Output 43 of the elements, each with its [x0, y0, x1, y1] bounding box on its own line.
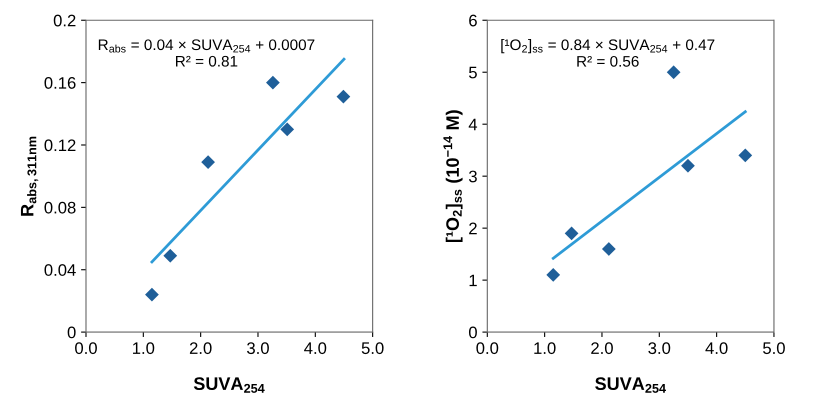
point [681, 159, 695, 172]
y-tick-label: 2 [469, 222, 477, 234]
y-axis-title: R$_{abs,311nm}$ [20, 136, 38, 216]
x-tick-label: 1.0 [133, 342, 154, 354]
x-tick-label: 2.0 [591, 342, 613, 354]
x-tick-label: 0.0 [476, 342, 498, 354]
point [280, 122, 294, 136]
y-tick-label: 3 [468, 170, 477, 182]
x-tick-label: 1.0 [534, 342, 556, 354]
x-tick-label: 2.0 [190, 342, 212, 354]
x-tick-label: 4.0 [705, 342, 728, 354]
x-tick-label: 0.0 [75, 342, 97, 354]
x-tick-label: 5.0 [763, 342, 785, 354]
x-tick-label: 5.0 [362, 342, 384, 354]
point [336, 90, 350, 104]
y-tick-label: 0.16 [44, 77, 76, 89]
y-tick-label: 4 [468, 118, 478, 130]
y-axis-title: [¹O$_{2}$]$_{ss}$ (10$^{−14}$ M) [443, 110, 463, 242]
point [738, 148, 752, 162]
x-tick-label: 4.0 [304, 342, 326, 354]
x-axis-title: SUVA$_{254}$ [194, 377, 265, 393]
point [145, 288, 159, 302]
point [564, 226, 578, 240]
point [164, 249, 177, 262]
x-axis-title: SUVA$_{254}$ [595, 377, 666, 393]
y-tick-label: 0.12 [44, 139, 76, 152]
point [602, 242, 616, 256]
y-tick-label: 0 [468, 326, 477, 338]
point [202, 156, 215, 169]
text: [¹O$_{2}$]$_{ss}$ = 0.84 × SUVA$_{254}$ + 0.47 R² = 0.56 [501, 38, 714, 67]
y-tick-label: 1 [470, 274, 477, 286]
y-tick-label: 0.04 [44, 264, 76, 276]
y-tick-label: 0.08 [44, 202, 76, 214]
point [266, 76, 280, 90]
x-tick-label: 3.0 [648, 342, 670, 354]
y-tick-label: 0.2 [54, 14, 76, 26]
y-tick-label: 6 [469, 14, 477, 26]
point [667, 66, 680, 79]
text: R$_{abs}$ = 0.04 × SUVA$_{254}$ + 0.0007 R² = 0.81 [98, 39, 314, 67]
point [546, 268, 560, 282]
x-tick-label: 3.0 [247, 342, 269, 354]
y-tick-label: 5 [468, 66, 477, 78]
y-tick-label: 0 [68, 326, 76, 338]
